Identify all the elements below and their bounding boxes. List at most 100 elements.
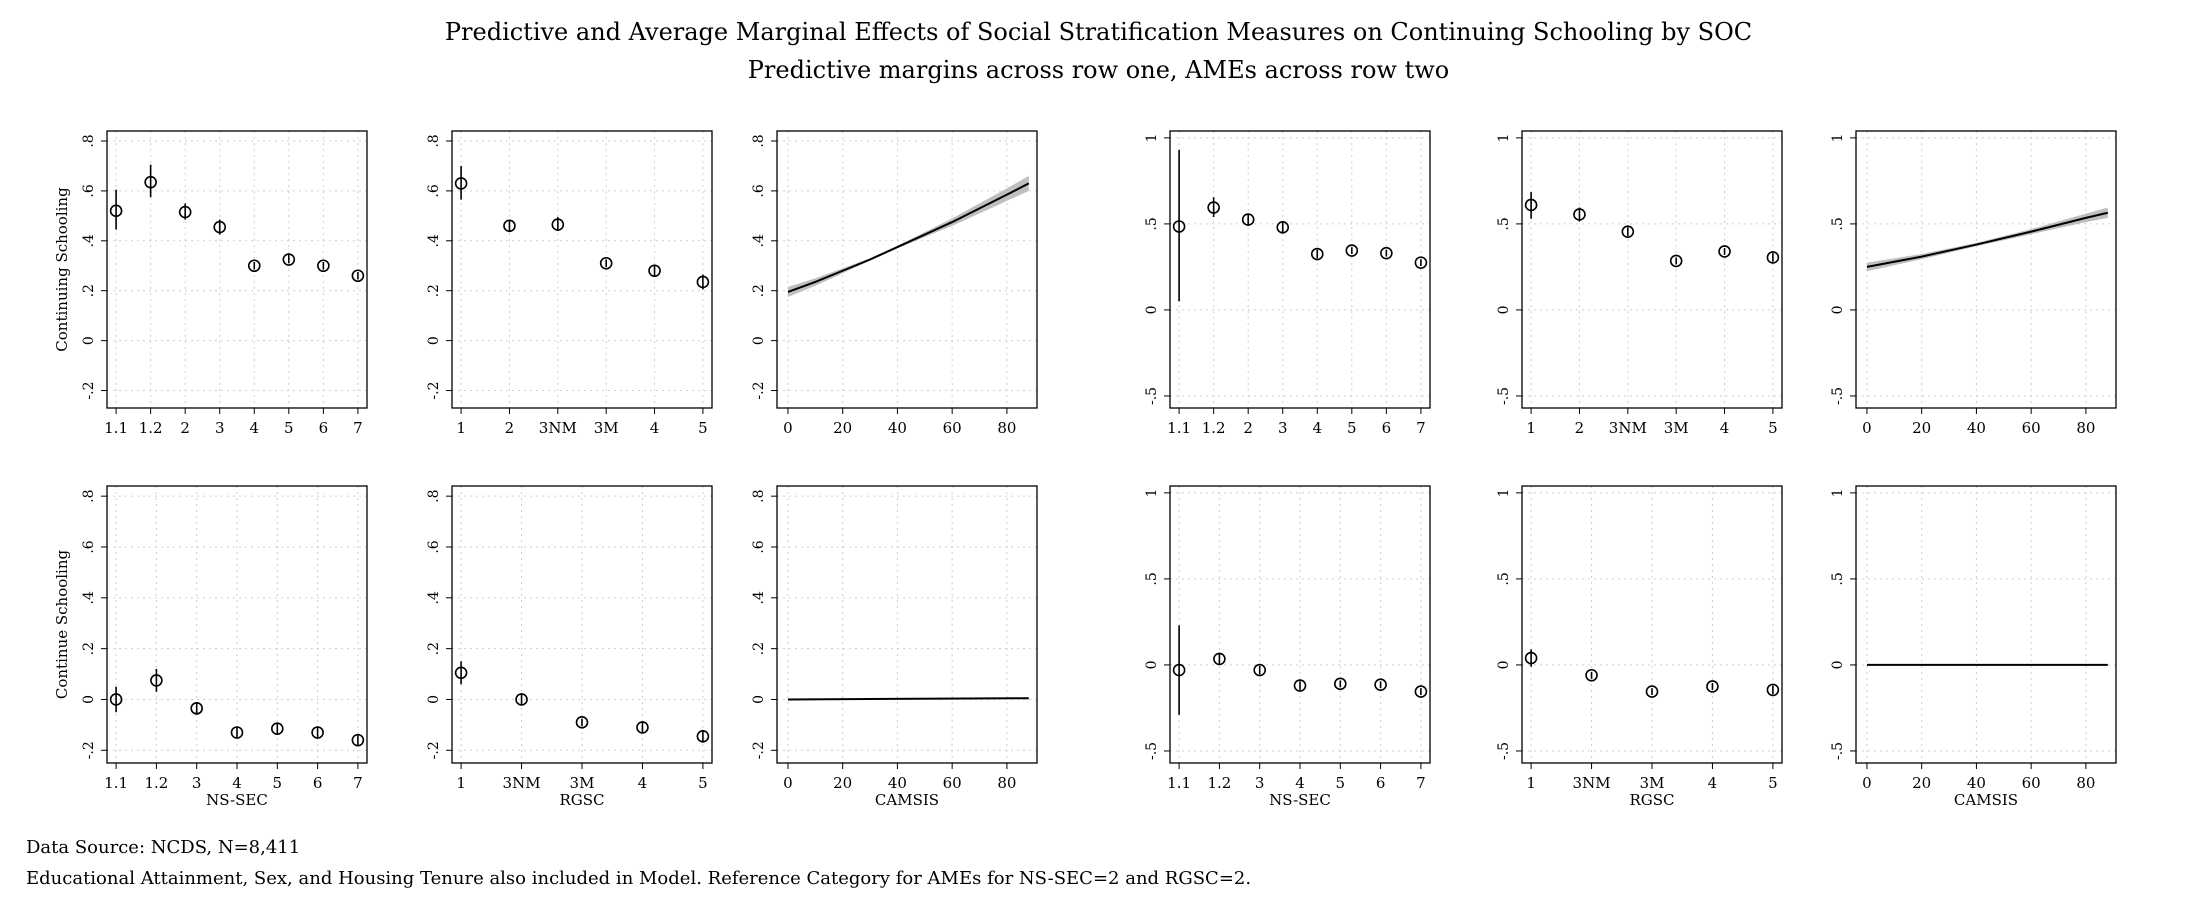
plot-frame	[776, 130, 1038, 409]
data-point	[636, 721, 649, 734]
data-point	[178, 205, 192, 219]
y-tick-label: -.5	[1144, 387, 1160, 405]
y-tick-label: .2	[426, 284, 442, 297]
data-source-note: Data Source: NCDS, N=8,411	[26, 837, 301, 858]
x-tick-label: 3NM	[539, 419, 577, 437]
x-tick-label: 5	[698, 774, 708, 792]
y-tick-label: -.2	[426, 381, 442, 399]
data-point	[1669, 254, 1683, 268]
x-tick-label: 7	[1416, 419, 1426, 437]
x-tick-label: 40	[888, 419, 907, 437]
x-tick-label: 3	[1278, 419, 1288, 437]
data-point	[1524, 198, 1538, 212]
data-point	[1334, 677, 1347, 691]
data-point	[1293, 679, 1307, 692]
data-point	[213, 220, 227, 234]
x-tick-label: 20	[833, 419, 852, 437]
x-tick-label: 1	[456, 774, 466, 792]
y-tick-label: .2	[81, 284, 97, 297]
data-point	[1573, 208, 1586, 221]
data-point	[1414, 256, 1428, 269]
data-point	[1585, 668, 1598, 682]
y-tick-label: -.5	[1144, 742, 1160, 760]
data-point	[1766, 251, 1780, 264]
x-tick-label: 40	[1967, 774, 1986, 792]
y-tick-label: 0	[81, 695, 97, 704]
y-tick-label: .5	[1496, 217, 1512, 230]
y-tick-label: -.2	[81, 381, 97, 399]
data-point	[1645, 685, 1659, 698]
panel-r1c5: -.5 0 .5 1 1 2 3NM 3M 4 5	[1496, 130, 1783, 437]
x-tick-label: 5	[1768, 419, 1778, 437]
series-line	[1866, 211, 2109, 268]
y-tick-label: .4	[81, 591, 97, 604]
x-tick-label: 40	[888, 774, 907, 792]
y-tick-label: -.2	[81, 741, 97, 759]
panel-r2c5: -.5 0 .5 1 1 3NM 3M 4 5 RGSC	[1496, 485, 1783, 809]
y-tick-label: 0	[1144, 660, 1160, 669]
x-tick-label: 6	[1382, 419, 1392, 437]
panel-r2c3: -.2 0 .2 .4 .6 .8 0 20 40 60 80 CAMSIS	[751, 485, 1038, 809]
y-axis-label: Continuing Schooling	[53, 187, 71, 352]
data-point	[551, 218, 565, 231]
x-tick-label: 7	[353, 774, 363, 792]
x-tick-label: 0	[1862, 774, 1872, 792]
data-point	[454, 177, 468, 190]
panel-r1c3: -.2 0 .2 .4 .6 .8 0 20 40 60 80	[751, 130, 1038, 437]
panel-r1c1: -.2 0 .2 .4 .6 .8 1.1 1.2 2 3 4 5 6 7 Continuing Schoo…	[53, 130, 368, 437]
plot-frame	[1521, 130, 1783, 409]
data-point	[150, 674, 163, 687]
y-tick-label: 0	[426, 695, 442, 704]
data-point	[311, 726, 324, 739]
y-tick-label: .5	[1830, 217, 1846, 230]
data-point	[648, 264, 661, 278]
y-tick-label: -.5	[1830, 387, 1846, 405]
y-tick-label: .2	[426, 642, 442, 655]
x-axis-label: RGSC	[559, 791, 604, 809]
ci-band	[787, 175, 1029, 297]
x-tick-label: 5	[1768, 774, 1778, 792]
y-tick-label: 1	[1496, 488, 1512, 497]
data-point	[351, 269, 365, 283]
y-tick-label: 0	[751, 695, 767, 704]
y-tick-label: .6	[81, 184, 97, 197]
data-point	[1253, 663, 1266, 677]
y-tick-label: .4	[751, 234, 767, 247]
y-tick-label: .8	[751, 134, 767, 147]
y-tick-label: -.5	[1496, 742, 1512, 760]
series-line	[787, 182, 1030, 293]
y-tick-label: .6	[751, 184, 767, 197]
x-tick-label: 3NM	[1573, 774, 1611, 792]
x-tick-label: 4	[1312, 419, 1322, 437]
y-tick-label: -.5	[1496, 387, 1512, 405]
y-tick-label: .8	[81, 489, 97, 502]
x-tick-label: 5	[273, 774, 283, 792]
x-tick-label: 1	[1526, 774, 1536, 792]
panel-r2c1: -.2 0 .2 .4 .6 .8 1.1 1.2 3 4 5 6 7 Continue Schoolin…	[53, 485, 368, 809]
data-point	[1374, 678, 1387, 692]
series-line	[787, 697, 1029, 701]
y-tick-label: 1	[1496, 133, 1512, 142]
plot-frame	[451, 130, 713, 409]
x-tick-label: 1.1	[1167, 419, 1191, 437]
data-point	[1172, 663, 1186, 677]
data-point	[109, 693, 123, 706]
plot-frame	[776, 485, 1038, 764]
data-point	[575, 716, 589, 729]
x-tick-label: 1.1	[1167, 774, 1191, 792]
panel-r1c6: -.5 0 .5 1 0 20 40 60 80	[1830, 130, 2117, 437]
x-tick-label: 60	[943, 774, 962, 792]
data-point	[282, 253, 296, 266]
x-axis-label: CAMSIS	[875, 791, 939, 809]
y-tick-label: .6	[426, 184, 442, 197]
x-tick-label: 1	[456, 419, 466, 437]
plot-frame	[106, 130, 368, 409]
x-tick-label: 3M	[594, 419, 619, 437]
data-point	[1414, 685, 1428, 698]
chart-title: Predictive and Average Marginal Effects …	[444, 18, 1753, 46]
y-tick-label: .6	[81, 540, 97, 553]
x-tick-label: 80	[997, 774, 1016, 792]
x-tick-label: 2	[505, 419, 515, 437]
data-point	[454, 666, 468, 680]
